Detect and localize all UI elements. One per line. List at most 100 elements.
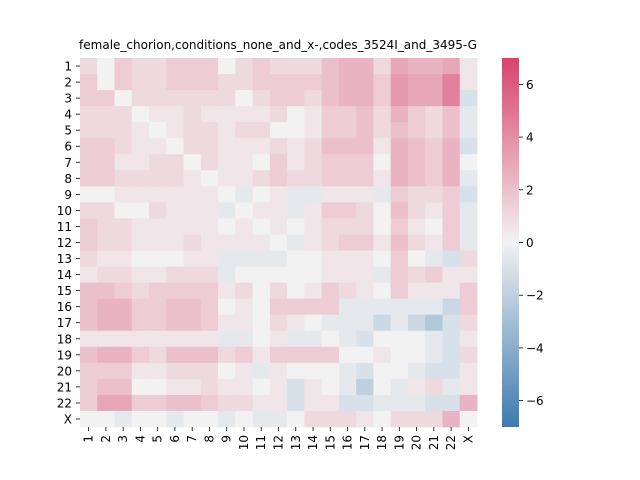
heatmap-cell <box>459 330 478 348</box>
x-tick-label: 21 <box>427 435 441 450</box>
heatmap-cell <box>304 122 323 139</box>
heatmap-cell <box>425 394 443 412</box>
heatmap-cell <box>218 282 236 300</box>
heatmap-cell <box>97 74 115 91</box>
heatmap-cell <box>356 346 374 364</box>
colorbar-tick-label: −2 <box>526 289 544 303</box>
x-tick-label: 9 <box>220 435 234 443</box>
x-tick-label: 20 <box>410 435 424 450</box>
heatmap-cell <box>80 58 98 75</box>
heatmap-cell <box>269 330 288 348</box>
heatmap-cell <box>390 154 409 171</box>
heatmap-cell <box>218 138 236 155</box>
heatmap-cell <box>166 266 184 284</box>
heatmap-cell <box>442 346 461 364</box>
heatmap-cell <box>373 106 392 123</box>
x-tick-label: 4 <box>133 435 147 443</box>
heatmap-cell <box>269 186 288 203</box>
heatmap-cell <box>390 90 409 107</box>
heatmap-cell <box>425 234 443 251</box>
colorbar-tick-label: −6 <box>526 394 544 408</box>
heatmap-cell <box>235 362 254 380</box>
heatmap-cell <box>200 266 219 284</box>
heatmap-cell <box>114 410 133 428</box>
heatmap-cell <box>338 250 357 267</box>
heatmap-cell <box>407 282 426 300</box>
heatmap-cell <box>390 314 409 332</box>
heatmap-cell <box>131 138 150 155</box>
heatmap-cell <box>269 234 288 251</box>
heatmap-cell <box>114 186 133 203</box>
y-tick-label: 12 <box>57 236 72 250</box>
x-tick-label: 7 <box>185 435 199 443</box>
heatmap-cell <box>459 58 478 75</box>
heatmap-cell <box>218 122 236 139</box>
heatmap-cell <box>459 410 478 428</box>
heatmap-cell <box>269 58 288 75</box>
heatmap-cell <box>149 266 167 284</box>
y-tick-label: 8 <box>64 172 72 186</box>
heatmap-cell <box>218 202 236 219</box>
heatmap-cell <box>149 58 167 75</box>
heatmap-cell <box>114 394 133 412</box>
heatmap-cell <box>287 202 305 219</box>
heatmap-cell <box>338 58 357 75</box>
heatmap-cell <box>269 394 288 412</box>
heatmap-cell <box>269 282 288 300</box>
heatmap-cell <box>459 90 478 107</box>
heatmap-cell <box>269 154 288 171</box>
heatmap-cell <box>390 410 409 428</box>
heatmap-cell <box>321 234 340 251</box>
x-axis-ticks: 1 2 3 4 5 6 7 8 9 10 11 12 13 14 15 16 17 18 19 20 21 22 X <box>82 427 475 450</box>
heatmap-cell <box>183 58 202 75</box>
colorbar-tick-label: 2 <box>526 183 534 197</box>
y-tick-label: 11 <box>57 220 72 234</box>
heatmap-cell <box>131 378 150 396</box>
heatmap-cell <box>442 298 461 316</box>
heatmap-cell <box>321 186 340 203</box>
heatmap-cell <box>356 186 374 203</box>
heatmap-cell <box>97 410 115 428</box>
heatmap-cell <box>390 362 409 380</box>
heatmap-cell <box>183 330 202 348</box>
heatmap-cell <box>131 330 150 348</box>
heatmap-cell <box>252 282 271 300</box>
heatmap-cell <box>200 138 219 155</box>
heatmap-cell <box>304 346 323 364</box>
heatmap-cell <box>166 346 184 364</box>
heatmap-cell <box>459 122 478 139</box>
y-tick-label: 13 <box>57 252 72 266</box>
heatmap-cell <box>390 58 409 75</box>
heatmap-cell <box>287 170 305 187</box>
heatmap-cell <box>131 410 150 428</box>
heatmap-cell <box>338 122 357 139</box>
heatmap-cell <box>442 362 461 380</box>
heatmap-cell <box>338 186 357 203</box>
heatmap-cell <box>304 218 323 235</box>
heatmap-cell <box>114 346 133 364</box>
heatmap-cell <box>235 282 254 300</box>
y-tick-label: 15 <box>57 284 72 298</box>
heatmap-cell <box>166 154 184 171</box>
heatmap-cell <box>252 266 271 284</box>
heatmap-cell <box>390 138 409 155</box>
heatmap-cell <box>235 410 254 428</box>
heatmap-cell <box>252 298 271 316</box>
heatmap-cell <box>287 58 305 75</box>
heatmap-cell <box>183 202 202 219</box>
heatmap-cell <box>321 266 340 284</box>
heatmap-cell <box>131 298 150 316</box>
heatmap-cell <box>390 266 409 284</box>
heatmap-cell <box>218 218 236 235</box>
heatmap-cell <box>252 218 271 235</box>
heatmap-cell <box>218 410 236 428</box>
heatmap-cell <box>269 170 288 187</box>
y-tick-label: 16 <box>57 300 72 314</box>
heatmap-cell <box>338 330 357 348</box>
heatmap-cell <box>149 186 167 203</box>
heatmap-cell <box>407 362 426 380</box>
heatmap-cell <box>287 218 305 235</box>
heatmap-cell <box>338 90 357 107</box>
heatmap-cell <box>459 202 478 219</box>
heatmap-cell <box>373 58 392 75</box>
